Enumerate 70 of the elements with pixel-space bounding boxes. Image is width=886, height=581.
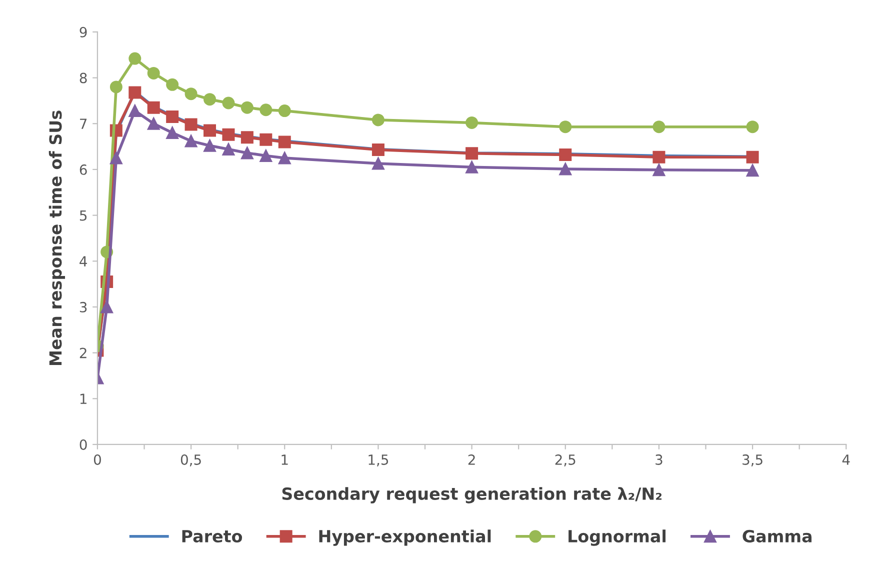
y-tick-label: 3: [80, 302, 87, 312]
point: [204, 139, 216, 152]
y-tick-label: 9: [80, 26, 87, 38]
x-tick-label: 0,5: [180, 454, 201, 466]
point: [278, 136, 291, 148]
x-axis-title: Secondary request generation rate λ₂/N₂: [282, 487, 662, 504]
point: [746, 150, 759, 164]
point: [166, 126, 179, 140]
legend-label: Lognormal: [568, 530, 666, 546]
x-tick-label: 0: [94, 454, 101, 465]
point: [372, 157, 384, 170]
legend-label: Pareto: [182, 530, 242, 542]
x-tick-label: 2,5: [555, 454, 576, 466]
x-tick-label: 1: [282, 454, 288, 465]
y-tick-label: 4: [80, 256, 87, 266]
point: [652, 150, 666, 164]
y-tick-label: 6: [80, 164, 87, 175]
point: [147, 101, 160, 114]
point: [559, 162, 572, 176]
y-axis-title: Mean response time of SUs: [48, 110, 66, 365]
point: [222, 143, 235, 156]
point: [652, 164, 666, 176]
point: [240, 146, 254, 160]
point: [746, 164, 759, 177]
point: [100, 300, 114, 314]
x-tick-label: 2: [468, 454, 475, 465]
point: [559, 148, 572, 162]
point: [184, 88, 198, 100]
point: [372, 114, 384, 126]
point: [466, 147, 478, 160]
point: [128, 104, 142, 118]
y-tick-label: 2: [80, 348, 86, 358]
point: [278, 152, 291, 164]
point: [260, 149, 272, 162]
point: [128, 86, 142, 99]
point: [240, 131, 254, 144]
point: [147, 66, 160, 80]
point: [240, 101, 254, 114]
point: [652, 120, 666, 134]
point: [184, 118, 198, 131]
y-tick-label: 0: [80, 439, 87, 450]
point: [278, 104, 291, 118]
y-tick-label: 1: [80, 394, 86, 404]
point: [110, 152, 122, 164]
point: [260, 104, 272, 116]
point: [184, 134, 198, 148]
point: [166, 110, 179, 123]
point: [372, 144, 384, 156]
point: [260, 133, 272, 146]
point: [204, 93, 216, 106]
point: [147, 117, 160, 130]
y-tick-label: 7: [80, 118, 87, 129]
point: [466, 160, 478, 174]
point: [110, 80, 122, 94]
legend-label: Hyper-exponential: [319, 530, 491, 546]
point: [746, 120, 759, 134]
point: [222, 96, 235, 110]
x-tick-label: 3,5: [742, 454, 762, 466]
point: [204, 124, 216, 137]
x-tick-label: 3: [656, 454, 662, 465]
x-tick-label: 4: [842, 454, 850, 465]
y-tick-label: 5: [80, 210, 87, 221]
point: [466, 116, 478, 129]
x-tick-label: 1,5: [368, 454, 388, 466]
y-tick-label: 8: [80, 72, 87, 84]
legend-label: Gamma: [742, 530, 812, 542]
point: [222, 128, 235, 141]
point: [166, 78, 179, 91]
point: [559, 120, 572, 134]
point: [128, 52, 142, 65]
